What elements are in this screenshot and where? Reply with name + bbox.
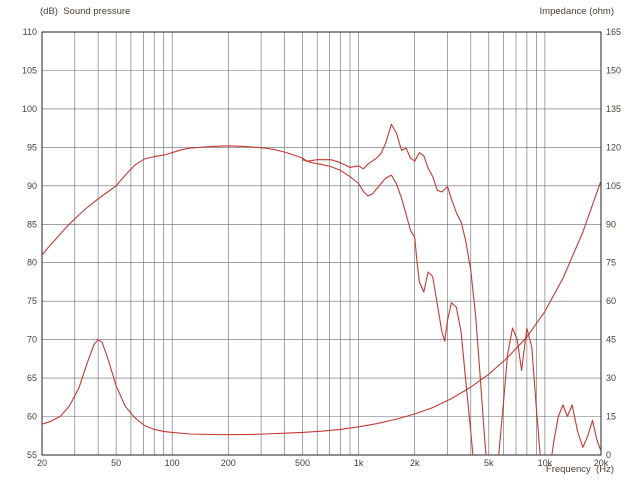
x-axis-title: Frequency (Hz) <box>545 464 614 475</box>
y-right-tick-label: 60 <box>606 296 616 306</box>
y-left-tick-label: 110 <box>23 27 37 37</box>
grid <box>41 31 602 456</box>
y-right-tick-label: 150 <box>606 66 621 76</box>
y-left-tick-label: 80 <box>27 258 37 268</box>
y-left-tick-label: 55 <box>27 450 37 460</box>
left-axis-title: (dB) Sound pressure <box>40 6 131 17</box>
right-axis-title: Impedance (ohm) <box>539 6 614 17</box>
x-tick-label: 50 <box>111 458 121 468</box>
x-tick-label: 20 <box>37 458 47 468</box>
x-tick-label: 100 <box>165 458 180 468</box>
curves <box>42 123 601 455</box>
spl-on-axis-curve <box>42 123 601 455</box>
x-tick-label: 200 <box>221 458 236 468</box>
y-left-tick-label: 65 <box>27 373 37 383</box>
y-left-tick-label: 60 <box>27 412 37 422</box>
y-left-tick-label: 105 <box>22 66 37 76</box>
y-left-tick-label: 85 <box>27 219 37 229</box>
impedance-curve <box>42 180 601 436</box>
x-tick-label: 10k <box>538 458 553 468</box>
x-tick-label: 1k <box>354 458 364 468</box>
y-right-tick-label: 0 <box>606 450 611 460</box>
y-right-tick-label: 165 <box>606 27 621 37</box>
y-left-tick-label: 75 <box>27 296 37 306</box>
y-right-tick-label: 90 <box>606 219 616 229</box>
y-right-tick-label: 45 <box>606 335 616 345</box>
x-tick-label: 2k <box>410 458 420 468</box>
y-right-tick-label: 75 <box>606 258 616 268</box>
x-tick-label: 20k <box>594 458 609 468</box>
y-left-tick-label: 100 <box>22 104 37 114</box>
y-right-tick-label: 15 <box>606 412 616 422</box>
y-left-tick-label: 70 <box>27 335 37 345</box>
y-left-tick-label: 95 <box>27 142 37 152</box>
x-tick-label: 5k <box>484 458 494 468</box>
y-right-tick-label: 135 <box>606 104 621 114</box>
spl-off-axis-curve <box>301 159 474 455</box>
tick-labels: 1101051009590858075706560551651501351201… <box>22 27 621 468</box>
y-right-tick-label: 30 <box>606 373 616 383</box>
x-tick-label: 500 <box>295 458 310 468</box>
y-right-tick-label: 105 <box>606 181 621 191</box>
plot-frame <box>41 31 602 456</box>
y-right-tick-label: 120 <box>606 142 621 152</box>
y-left-tick-label: 90 <box>27 181 37 191</box>
